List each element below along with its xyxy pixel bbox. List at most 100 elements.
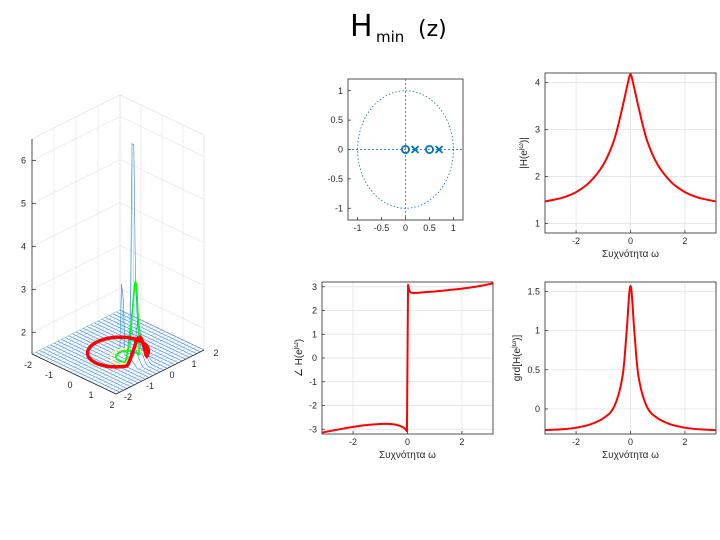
- phase-axes-box: [321, 281, 494, 435]
- surface-ytick-label: 2: [213, 348, 218, 358]
- mag-xlabel: Συχνότητα ω: [602, 248, 659, 260]
- mag-xtick-label: 0: [628, 236, 633, 246]
- phase-ytick-label: 1: [312, 329, 317, 339]
- surface-xtick-label: 2: [109, 400, 114, 410]
- phase-xlabel: Συχνότητα ω: [379, 449, 436, 461]
- phase-ylabel: ∠ H(ejω): [293, 339, 305, 377]
- phase-phase-jump: [405, 284, 410, 432]
- surface-mesh-col: [108, 346, 198, 391]
- pz-xtick-label: 0: [403, 223, 408, 233]
- mag-ytick-label: 2: [535, 172, 540, 182]
- gd-ytick-label: 1: [535, 326, 540, 336]
- gd-xtick-label: 0: [628, 437, 633, 447]
- surface-mesh-col: [105, 344, 194, 390]
- mag-ytick-label: 1: [535, 219, 540, 229]
- pz-pole-marker: [410, 145, 420, 154]
- pz-ytick-label: 0: [338, 145, 343, 155]
- surface-plot: -2 -1 0 1 2 -2 -1 0 1 2 2 3 4 5 6: [21, 94, 219, 410]
- phase-xtick-label: -2: [349, 437, 357, 447]
- phase-xtick-label: 0: [405, 437, 410, 447]
- surface-mesh-col: [112, 348, 201, 393]
- surface-yaxis: [115, 349, 205, 395]
- surface-ytick-label: -2: [124, 392, 132, 402]
- mag-ytick-label: 4: [535, 77, 540, 87]
- mag-ylabel: |H(ejω)|: [518, 137, 530, 169]
- surface-ztick-label: 4: [21, 242, 26, 252]
- surface-xaxis: [31, 353, 117, 395]
- phase-ytick-label: 0: [312, 353, 317, 363]
- pole-zero-plot: -1 -0.5 0 0.5 1 -1 -0.5 0 0.5 1: [327, 78, 464, 233]
- surface-mesh-col: [63, 324, 152, 370]
- pz-xtick-label: 1: [451, 223, 456, 233]
- pz-ytick-label: -0.5: [327, 174, 343, 184]
- pz-zero-marker: [400, 144, 410, 154]
- gd-ytick-label: 1.5: [527, 286, 540, 296]
- surface-ytick-label: 0: [169, 370, 174, 380]
- surface-contour-yellow: [109, 336, 145, 366]
- gd-series-line: [545, 284, 717, 432]
- surface-mesh-col: [31, 309, 121, 355]
- surface-xtick-label: -1: [45, 370, 53, 380]
- surface-ztick-label: 5: [21, 199, 26, 209]
- surface-mesh-col: [87, 143, 177, 381]
- group-delay-plot: -2 0 2 0 0.5 1 1.5 Συχνότητα ω grd[H(ejω)]: [511, 281, 717, 461]
- surface-mesh-col: [80, 333, 170, 378]
- gd-xtick-label: 2: [682, 437, 687, 447]
- pz-unit-circle: [357, 90, 454, 209]
- phase-ytick-label: 3: [312, 282, 317, 292]
- figure-title-arg: (z): [418, 17, 447, 42]
- gd-axes-box: [544, 281, 717, 435]
- phase-ytick-label: 2: [312, 306, 317, 316]
- pz-xtick-label: -0.5: [374, 223, 390, 233]
- surface-mesh-col: [101, 343, 191, 388]
- pz-ytick-label: -1: [335, 203, 343, 213]
- mag-ytick-label: 3: [535, 124, 540, 134]
- pz-ytick-label: 1: [338, 86, 343, 96]
- surface-contour-green: [115, 280, 140, 363]
- phase-series-line: [321, 422, 408, 434]
- surface-ztick-label: 3: [21, 285, 26, 295]
- surface-mesh-col: [45, 316, 135, 361]
- surface-ytick-label: 1: [191, 359, 196, 369]
- phase-series-line: [407, 282, 494, 294]
- phase-xtick-label: 2: [459, 437, 464, 447]
- magnitude-plot: -2 0 2 1 2 3 4 Συχνότητα ω |H(ejω)|: [518, 72, 717, 260]
- phase-ytick-label: -2: [309, 401, 317, 411]
- pz-pole-marker: [434, 145, 444, 154]
- gd-xlabel: Συχνότητα ω: [602, 449, 659, 461]
- surface-xtick-label: 1: [88, 390, 93, 400]
- surface-mesh-col: [73, 329, 163, 375]
- surface-mesh-col: [35, 311, 124, 356]
- pz-xtick-label: 0.5: [423, 223, 436, 233]
- surface-mesh-col: [56, 321, 145, 366]
- figure-title-subscript: min: [376, 28, 404, 46]
- mag-axes-box: [544, 72, 717, 234]
- pz-ytick-label: 0.5: [330, 115, 343, 125]
- pz-zero-marker: [424, 144, 434, 154]
- surface-mesh-col: [38, 313, 128, 358]
- gd-ytick-label: 0: [535, 404, 540, 414]
- pz-xtick-label: -1: [354, 223, 362, 233]
- surface-ytick-label: -1: [146, 381, 154, 391]
- gd-ytick-label: 0.5: [527, 365, 540, 375]
- surface-xtick-label: -2: [24, 360, 32, 370]
- surface-mesh-col: [98, 341, 187, 386]
- mag-xtick-label: 2: [682, 236, 687, 246]
- surface-unit-circle-response: [85, 335, 151, 369]
- surface-mesh-col: [77, 283, 166, 376]
- surface-ztick-label: 6: [21, 156, 26, 166]
- surface-ztick-label: 2: [21, 328, 26, 338]
- figure-title: H min (z): [350, 9, 447, 46]
- gd-ylabel: grd[H(ejω)]: [511, 335, 523, 382]
- phase-ytick-label: -1: [309, 377, 317, 387]
- surface-mesh-col: [59, 323, 149, 368]
- surface-xtick-label: 0: [67, 380, 72, 390]
- gd-xtick-label: -2: [572, 437, 580, 447]
- mag-xtick-label: -2: [572, 236, 580, 246]
- mag-series-line: [544, 73, 717, 203]
- surface-mesh-col: [42, 314, 131, 360]
- surface-mesh-col: [70, 328, 159, 373]
- figure-title-main: H: [350, 9, 373, 44]
- phase-ytick-label: -3: [309, 424, 317, 434]
